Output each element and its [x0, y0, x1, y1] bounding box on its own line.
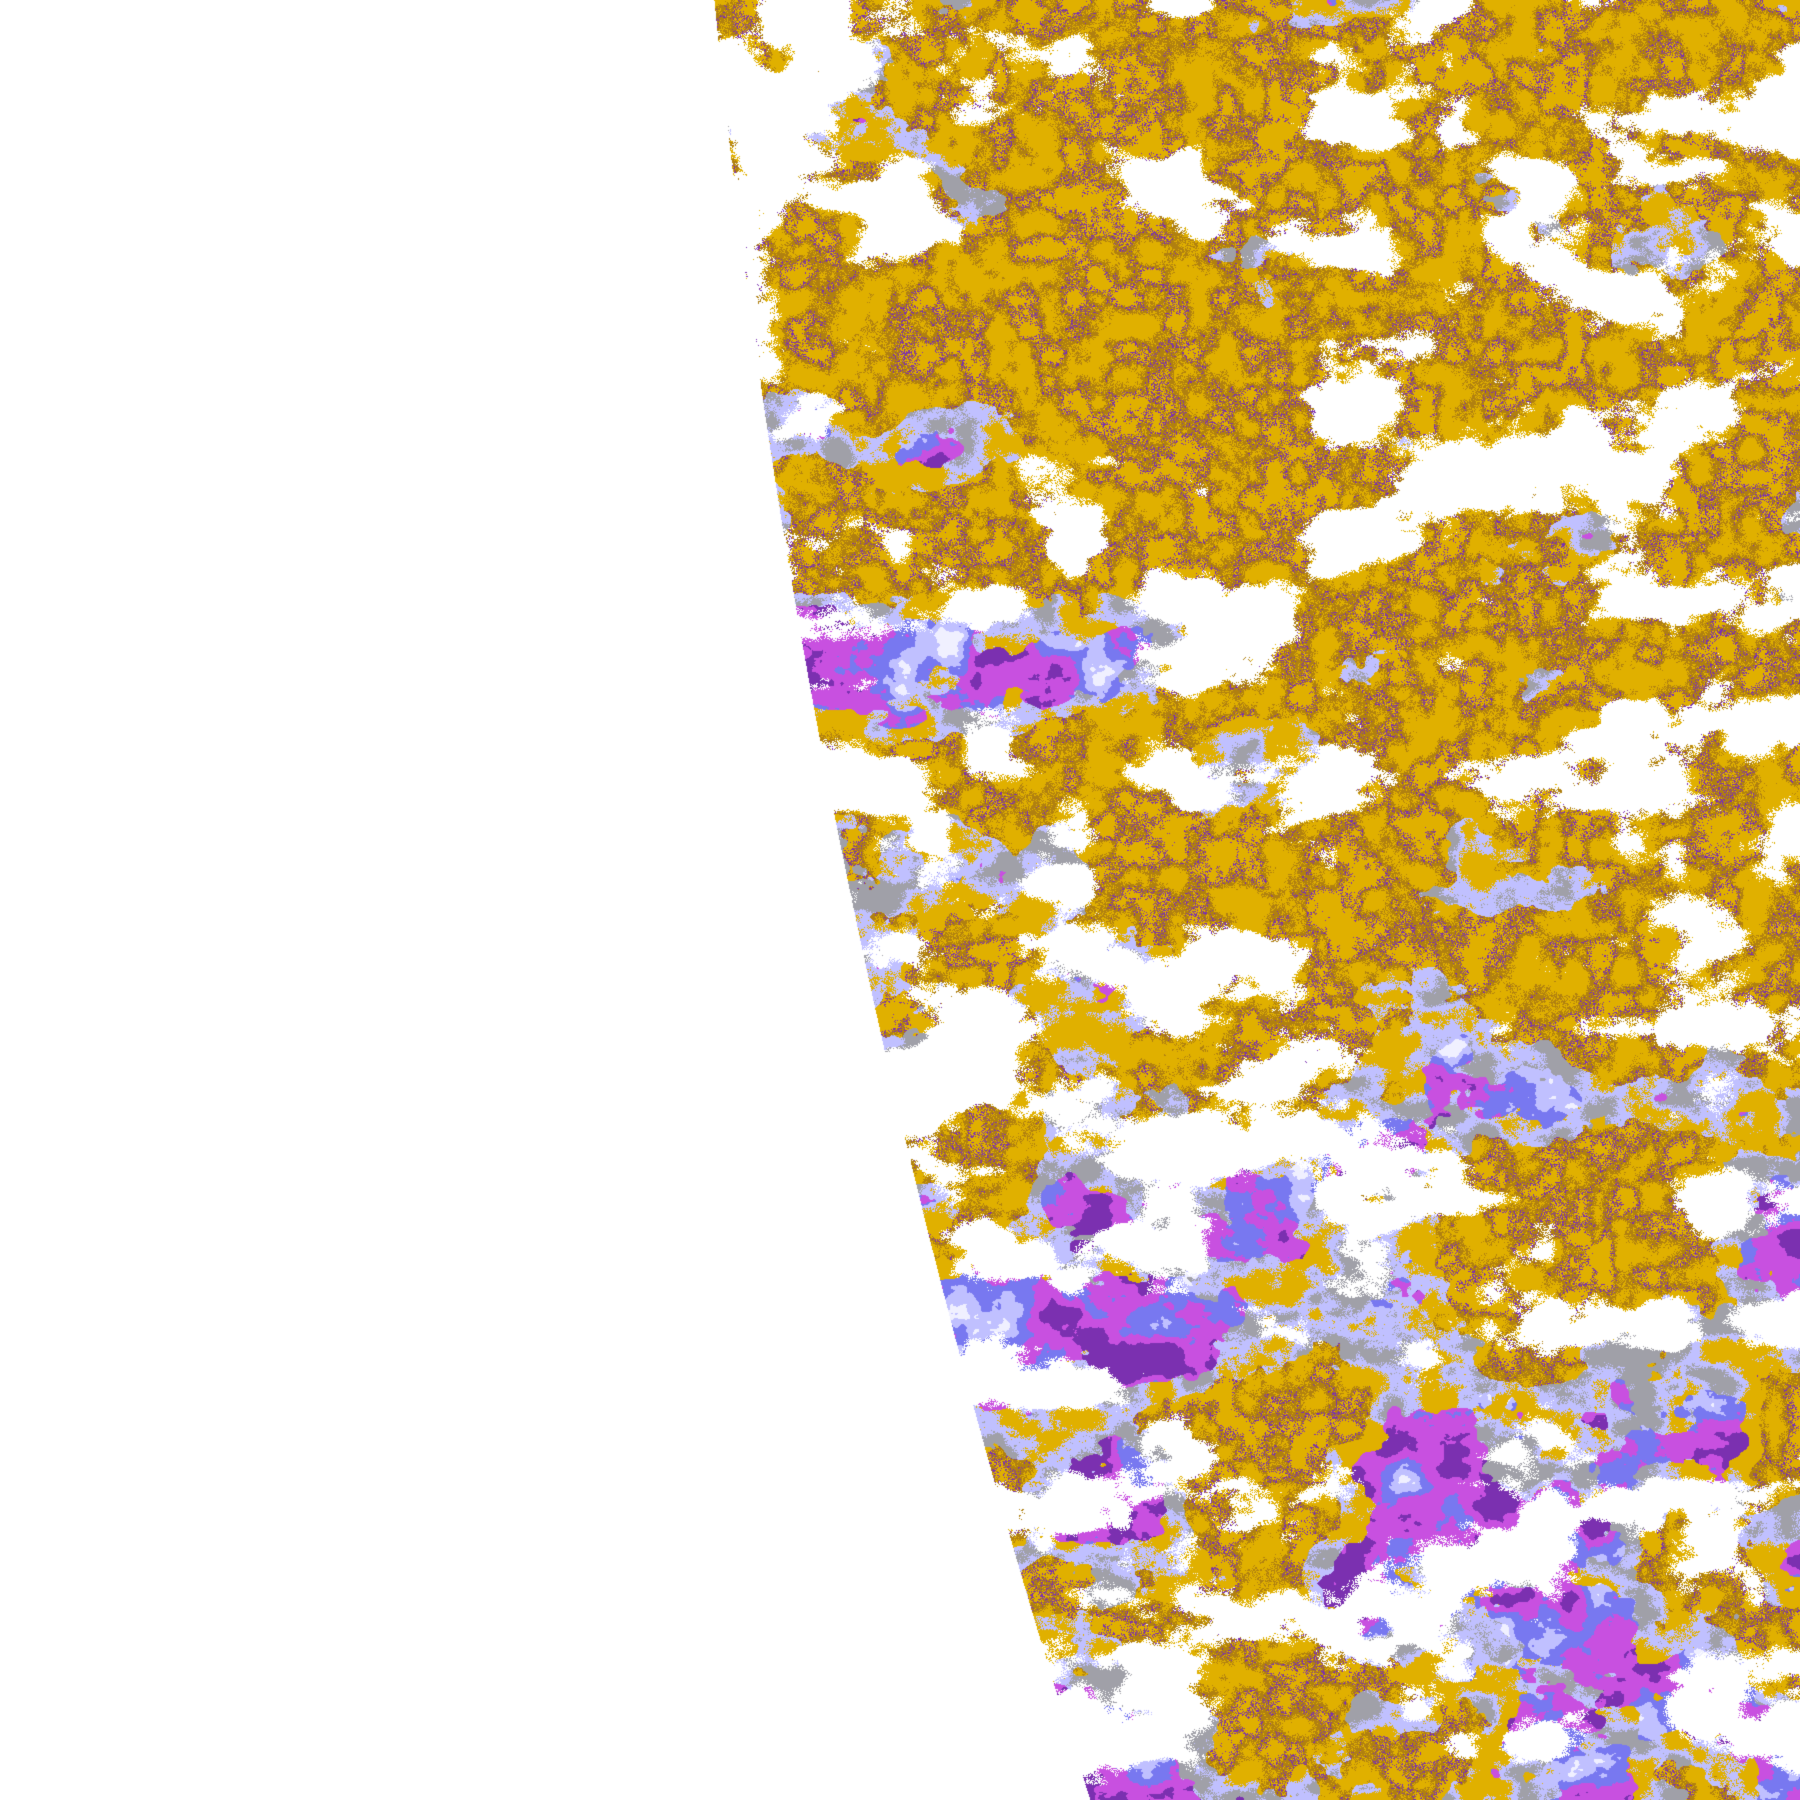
satellite-image — [0, 0, 1800, 1800]
earth-disk-imagery — [0, 0, 1800, 1800]
